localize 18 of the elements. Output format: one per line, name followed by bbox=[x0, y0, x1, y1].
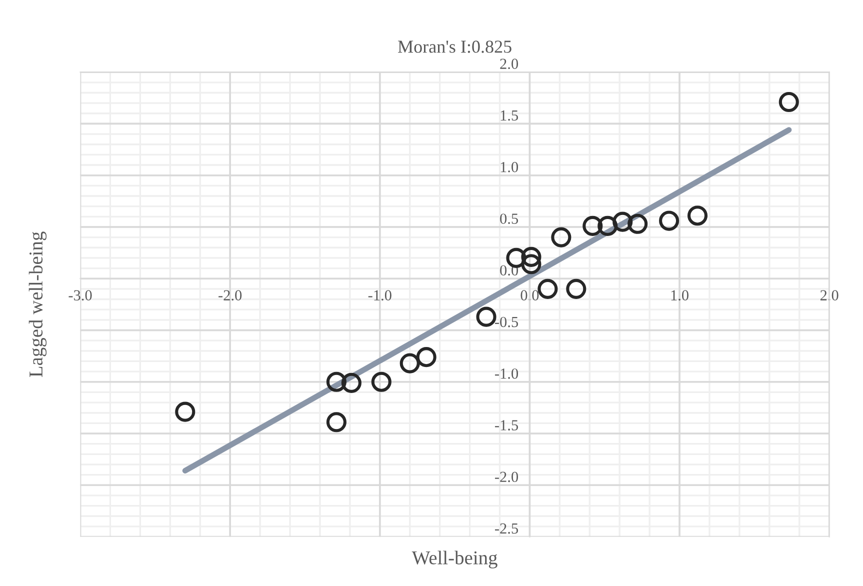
y-tick-label: -1.5 bbox=[494, 420, 518, 430]
y-tick-label: -0.5 bbox=[494, 316, 518, 328]
x-tick-label: -1.0 bbox=[368, 290, 392, 301]
y-tick-label: 0.5 bbox=[500, 214, 518, 224]
y-tick-label: 1.5 bbox=[500, 110, 518, 121]
x-tick-label: 2.0 bbox=[820, 290, 838, 301]
y-tick-label: -1.0 bbox=[494, 368, 518, 379]
y-axis-title: Lagged well-being bbox=[28, 232, 47, 378]
y-tick-label: 1.0 bbox=[500, 162, 518, 172]
x-tick-label: -2.0 bbox=[218, 290, 242, 301]
x-axis-title: Well-being bbox=[412, 550, 498, 568]
x-tick-label: 1.0 bbox=[671, 290, 688, 301]
chart-title: Moran's I:0.825 bbox=[398, 40, 512, 53]
x-tick-label: -3.0 bbox=[68, 290, 92, 301]
y-tick-label: -2.5 bbox=[494, 523, 518, 534]
y-tick-label: -2.0 bbox=[494, 472, 518, 482]
y-tick-label: 2.0 bbox=[500, 58, 518, 70]
x-tick-label: 0.0 bbox=[520, 290, 539, 301]
